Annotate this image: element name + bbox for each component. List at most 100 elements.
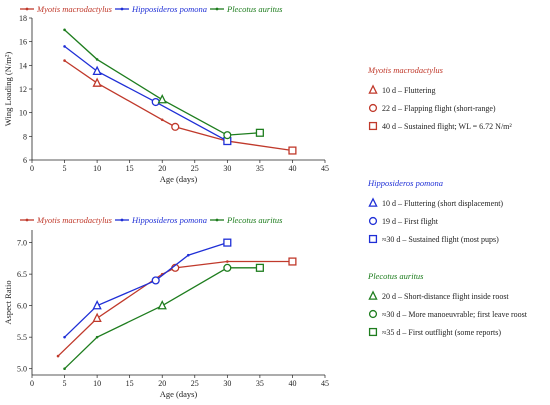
data-point [56,354,60,358]
x-tick-label: 20 [158,379,166,388]
x-tick-label: 25 [191,379,199,388]
key-item-label: 22 d – Flapping flight (short-range) [382,104,496,113]
y-axis-label: Wing Loading (N/m²) [3,52,13,127]
milestone-circle-marker [223,131,232,140]
x-tick-label: 10 [93,379,101,388]
y-tick-label: 5.0 [17,365,27,374]
series-line [64,60,293,152]
x-tick-label: 30 [223,164,231,173]
milestone-triangle-marker [92,77,102,87]
key-item-label: 10 d – Fluttering [382,86,436,95]
y-tick-label: 12 [19,85,27,94]
data-point [226,260,229,263]
x-tick-label: 0 [30,164,34,173]
x-tick-label: 25 [191,164,199,173]
data-point [63,28,66,32]
milestone-circle-marker [171,122,180,131]
key-section-title: Myotis macrodactylus [367,65,444,75]
legend-dot [25,218,29,222]
y-tick-label: 8 [23,132,27,141]
milestone-circle-marker [151,276,160,285]
key-section-title: Hipposideros pomona [367,178,443,188]
key-circle-icon [368,103,378,113]
y-tick-label: 18 [19,14,27,23]
milestone-square-marker [223,238,232,247]
series-line [64,45,228,142]
x-tick-label: 5 [63,379,67,388]
y-tick-label: 14 [19,61,27,70]
legend-dot [120,218,124,222]
series-line [64,267,260,370]
x-tick-label: 40 [288,379,296,388]
legend-label: Plecotus auritus [226,215,283,225]
y-tick-label: 16 [19,38,27,47]
legend-dot [120,7,124,11]
legend-dot [25,7,29,11]
milestone-circle-marker [151,97,160,107]
key-item-label: 10 d – Fluttering (short displacement) [382,199,503,208]
x-tick-label: 45 [321,379,329,388]
milestone-triangle-marker [157,300,167,310]
series-line [64,241,228,338]
data-point [95,335,99,339]
key-item-label: 40 d – Sustained flight; WL = 6.72 N/m² [382,122,512,131]
x-tick-label: 30 [223,379,231,388]
legend-label: Plecotus auritus [226,4,283,14]
wing-loading-chart: 0 5 10 15 20 25 30 35 40 45 6 8 10 12 14 16 18 Age (days)… [3,4,329,184]
legend-label: Myotis macrodactylus [36,215,113,225]
milestone-square-marker [255,128,264,137]
x-tick-label: 0 [30,379,34,388]
legend-dot [215,7,219,11]
milestone-triangle-marker [92,312,102,323]
x-tick-label: 5 [63,164,67,173]
legend-label: Hipposideros pomona [131,4,207,14]
x-tick-label: 35 [256,379,264,388]
data-point [63,45,66,48]
milestone-square-marker [255,263,264,272]
data-point [186,253,190,257]
key-triangle-icon [368,290,378,300]
legend-label: Hipposideros pomona [131,215,207,225]
x-tick-label: 45 [321,164,329,173]
key-square-icon [368,327,378,337]
key-square-icon [368,234,378,244]
key-triangle-icon [368,197,378,207]
data-point [63,367,66,370]
y-tick-label: 6.0 [17,302,27,311]
milestone-triangle-marker [157,94,167,104]
legend-label: Myotis macrodactylus [36,4,113,14]
key-item-label: ≈30 d – More manoeuvrable; first leave r… [382,310,528,319]
key-circle-icon [368,309,378,319]
data-point [95,58,99,61]
legend-dot [215,218,219,222]
x-tick-label: 40 [288,164,296,173]
key-item-label: 20 d – Short-distance flight inside roos… [382,292,509,301]
x-tick-label: 35 [256,164,264,173]
y-tick-label: 10 [19,109,27,118]
milestone-circle-marker [223,263,232,272]
milestone-triangle-marker [92,65,102,76]
aspect-ratio-chart: 0 5 10 15 20 25 30 35 40 45 5.0 5.5 6.0 6.5 7.0 Age (da… [3,215,329,399]
key-square-icon [368,121,378,131]
y-tick-label: 6 [23,156,27,165]
x-axis-label: Age (days) [160,389,198,399]
milestone-square-marker [288,146,297,155]
x-tick-label: 10 [93,164,101,173]
x-axis-label: Age (days) [160,174,198,184]
y-tick-label: 6.5 [17,270,27,279]
key-section-title: Plecotus auritus [367,271,424,281]
y-tick-label: 7.0 [17,239,27,248]
x-tick-label: 20 [158,164,166,173]
milestone-key: Myotis macrodactylus 10 d – Fluttering 22 … [367,65,528,337]
milestone-triangle-marker [92,300,102,310]
milestone-square-marker [288,257,297,266]
key-item-label: ≈35 d – First outflight (some reports) [382,328,501,337]
key-item-label: ≈30 d – Sustained flight (most pups) [382,235,499,244]
key-triangle-icon [368,84,378,94]
data-point [160,118,164,122]
data-point [63,335,66,339]
key-circle-icon [368,216,378,226]
x-tick-label: 15 [126,164,134,173]
y-axis-label: Aspect Ratio [3,280,13,324]
